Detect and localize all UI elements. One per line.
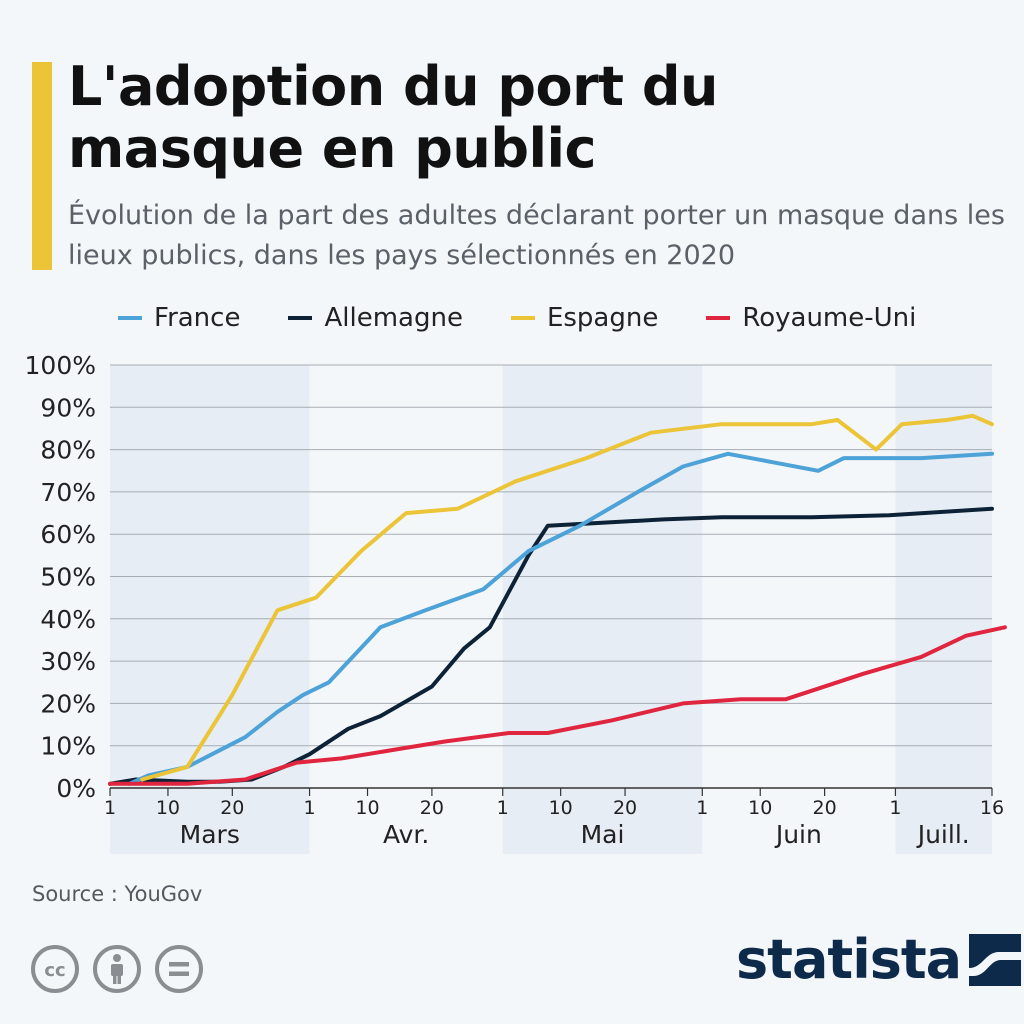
y-tick-label: 50%	[40, 563, 96, 592]
statista-brand: statista	[736, 928, 1022, 991]
y-tick-label: 80%	[40, 436, 96, 465]
month-band	[895, 365, 992, 854]
y-tick-label: 10%	[40, 732, 96, 761]
y-tick-label: 70%	[40, 478, 96, 507]
x-tick-label: 10	[156, 797, 180, 819]
month-band	[502, 365, 703, 854]
y-tick-label: 90%	[40, 393, 96, 422]
statista-logo-icon	[969, 934, 1022, 986]
chart-subtitle: Évolution de la part des adultes déclara…	[68, 200, 1005, 271]
source-note: Source : YouGov	[32, 882, 203, 906]
legend-label: Royaume-Uni	[742, 303, 917, 333]
title-accent-bar	[32, 62, 52, 270]
chart-legend: France Allemagne Espagne Royaume-Uni	[118, 300, 964, 336]
x-tick-label: 1	[696, 797, 708, 819]
y-tick-label: 100%	[25, 351, 96, 380]
x-tick-label: 16	[980, 797, 1004, 819]
x-tick-label: 10	[549, 797, 573, 819]
license-icons: cc	[30, 944, 204, 994]
x-tick-label: 10	[355, 797, 379, 819]
month-label: Avr.	[383, 820, 429, 849]
x-tick-label: 20	[613, 797, 637, 819]
month-label: Juin	[774, 820, 822, 849]
chart-title: L'adoption du port du masque en public	[68, 55, 718, 180]
x-tick-label: 1	[497, 797, 509, 819]
svg-text:cc: cc	[44, 960, 65, 981]
y-tick-label: 30%	[40, 647, 96, 676]
month-label: Juill.	[916, 820, 970, 849]
legend-label: Allemagne	[324, 303, 463, 333]
series-line-royaume-uni	[108, 625, 1007, 786]
legend-swatch	[118, 316, 142, 320]
x-tick-label: 20	[420, 797, 444, 819]
x-tick-label: 20	[220, 797, 244, 819]
y-tick-label: 20%	[40, 689, 96, 718]
series-line-france	[127, 451, 994, 786]
x-tick-label: 20	[813, 797, 837, 819]
legend-label: France	[154, 303, 241, 333]
x-tick-label: 1	[104, 797, 116, 819]
legend-swatch	[288, 316, 313, 320]
legend-swatch	[706, 316, 731, 320]
attribution-icon	[93, 945, 141, 993]
no-derivatives-icon	[155, 945, 203, 993]
legend-item-allemagne: Allemagne	[288, 303, 463, 333]
legend-swatch	[510, 316, 535, 320]
legend-item-espagne: Espagne	[510, 303, 659, 333]
x-tick-label: 10	[748, 797, 772, 819]
legend-item-france: France	[118, 303, 240, 333]
x-tick-label: 1	[304, 797, 316, 819]
y-tick-label: 60%	[40, 520, 96, 549]
legend-label: Espagne	[546, 303, 659, 333]
series-line-espagne	[140, 413, 994, 782]
y-tick-label: 40%	[40, 605, 96, 634]
brand-name: statista	[736, 928, 962, 991]
month-label: Mars	[180, 820, 240, 849]
month-label: Mai	[581, 820, 625, 849]
x-tick-label: 1	[889, 797, 901, 819]
cc-icon: cc	[31, 945, 79, 993]
line-chart: 0% 10% 20% 30% 40% 50% 60% 70% 80% 90% 100% 1 10 20 1 1…	[25, 351, 1007, 854]
y-tick-label: 0%	[56, 774, 96, 803]
legend-item-royaume-uni: Royaume-Uni	[706, 303, 916, 333]
